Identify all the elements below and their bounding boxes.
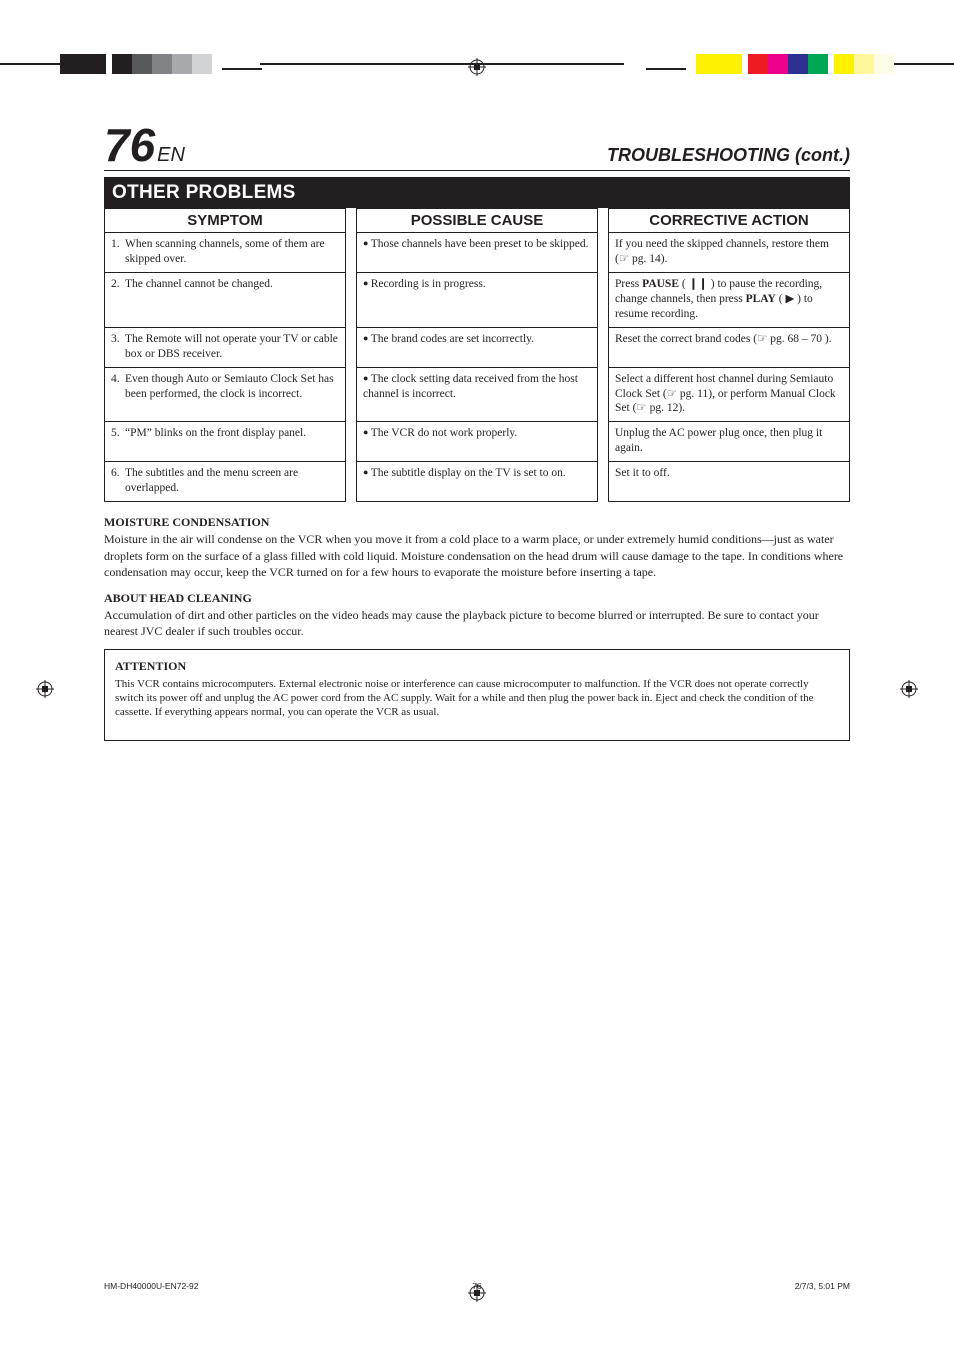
page-footer: HM-DH40000U-EN72-92 76 2/7/3, 5:01 PM — [104, 1281, 850, 1291]
crosshair-icon — [36, 680, 54, 703]
attention-heading: ATTENTION — [115, 658, 839, 674]
crosshair-icon — [468, 58, 486, 81]
attention-box: ATTENTION This VCR contains microcompute… — [104, 649, 850, 740]
attention-body: This VCR contains microcomputers. Extern… — [115, 677, 839, 720]
table-row: 6.The subtitles and the menu screen are … — [104, 462, 850, 502]
troubleshooting-table: SYMPTOM POSSIBLE CAUSE CORRECTIVE ACTION… — [104, 208, 850, 502]
table-row: 2.The channel cannot be changed.Recordin… — [104, 273, 850, 328]
reg-swatches-right — [646, 54, 894, 74]
col-header-cause: POSSIBLE CAUSE — [356, 208, 598, 233]
footer-right: 2/7/3, 5:01 PM — [795, 1281, 850, 1291]
col-header-symptom: SYMPTOM — [104, 208, 346, 233]
page-number: 76EN — [104, 122, 185, 168]
moisture-body: Moisture in the air will condense on the… — [104, 531, 850, 580]
col-header-action: CORRECTIVE ACTION — [608, 208, 850, 233]
page-suffix: EN — [157, 144, 185, 166]
footer-left: HM-DH40000U-EN72-92 — [104, 1281, 198, 1291]
crosshair-icon — [900, 680, 918, 703]
section-title: TROUBLESHOOTING (cont.) — [607, 145, 850, 166]
headclean-heading: ABOUT HEAD CLEANING — [104, 590, 850, 606]
table-row: 5.“PM” blinks on the front display panel… — [104, 422, 850, 462]
footer-mid: 76 — [472, 1281, 481, 1291]
table-row: 4.Even though Auto or Semiauto Clock Set… — [104, 368, 850, 423]
page: 76EN TROUBLESHOOTING (cont.) OTHER PROBL… — [0, 0, 954, 1351]
page-number-value: 76 — [104, 119, 155, 171]
content-area: 76EN TROUBLESHOOTING (cont.) OTHER PROBL… — [104, 122, 850, 741]
page-header: 76EN TROUBLESHOOTING (cont.) — [104, 122, 850, 171]
subsection-bar: OTHER PROBLEMS — [104, 177, 850, 208]
table-row: 1.When scanning channels, some of them a… — [104, 233, 850, 273]
body-text: MOISTURE CONDENSATION Moisture in the ai… — [104, 514, 850, 740]
reg-swatches-left — [60, 54, 262, 74]
table-row: 3.The Remote will not operate your TV or… — [104, 328, 850, 368]
headclean-body: Accumulation of dirt and other particles… — [104, 607, 850, 639]
moisture-heading: MOISTURE CONDENSATION — [104, 514, 850, 530]
